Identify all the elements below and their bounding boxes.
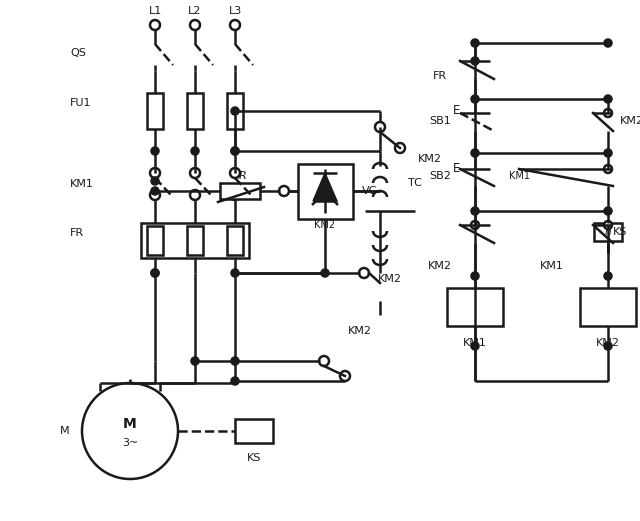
Circle shape bbox=[321, 269, 328, 277]
Circle shape bbox=[605, 150, 611, 156]
Polygon shape bbox=[313, 173, 337, 201]
Text: E: E bbox=[453, 105, 461, 118]
Text: 3~: 3~ bbox=[122, 438, 138, 448]
Circle shape bbox=[472, 40, 479, 46]
Circle shape bbox=[472, 150, 479, 156]
Bar bbox=[147, 226, 163, 255]
Circle shape bbox=[319, 356, 329, 366]
Circle shape bbox=[605, 40, 611, 46]
Bar bbox=[141, 223, 249, 258]
Circle shape bbox=[232, 357, 239, 365]
Circle shape bbox=[604, 221, 612, 229]
Circle shape bbox=[191, 147, 198, 155]
Text: FU1: FU1 bbox=[70, 98, 92, 108]
Text: FR: FR bbox=[433, 71, 447, 81]
Circle shape bbox=[230, 20, 240, 30]
Text: KS: KS bbox=[247, 453, 261, 463]
Text: KS: KS bbox=[613, 227, 627, 237]
Text: L2: L2 bbox=[188, 6, 202, 16]
Circle shape bbox=[605, 207, 611, 215]
Text: KM1: KM1 bbox=[70, 179, 94, 189]
Text: KM2: KM2 bbox=[418, 154, 442, 164]
Circle shape bbox=[232, 147, 239, 155]
Text: QS: QS bbox=[70, 48, 86, 58]
Circle shape bbox=[152, 188, 159, 194]
Text: M: M bbox=[123, 417, 137, 431]
Circle shape bbox=[150, 20, 160, 30]
Circle shape bbox=[232, 107, 239, 115]
Circle shape bbox=[190, 190, 200, 200]
Bar bbox=[580, 288, 636, 326]
Text: R: R bbox=[239, 171, 247, 181]
Text: L1: L1 bbox=[148, 6, 162, 16]
Circle shape bbox=[190, 168, 200, 178]
Circle shape bbox=[472, 272, 479, 279]
Text: SB1: SB1 bbox=[429, 116, 451, 126]
Circle shape bbox=[471, 221, 479, 229]
Circle shape bbox=[152, 147, 159, 155]
Circle shape bbox=[472, 342, 479, 350]
Circle shape bbox=[472, 57, 479, 65]
Text: KM2: KM2 bbox=[348, 326, 372, 336]
Circle shape bbox=[82, 383, 178, 479]
Text: KM2: KM2 bbox=[620, 116, 640, 126]
Bar bbox=[187, 226, 203, 255]
Text: E: E bbox=[453, 163, 461, 176]
Circle shape bbox=[232, 269, 239, 277]
Circle shape bbox=[230, 190, 240, 200]
Bar bbox=[147, 93, 163, 129]
Circle shape bbox=[279, 186, 289, 196]
Bar bbox=[227, 226, 243, 255]
Circle shape bbox=[395, 143, 405, 153]
Circle shape bbox=[232, 147, 239, 155]
Circle shape bbox=[605, 272, 611, 279]
Bar bbox=[298, 164, 353, 219]
Circle shape bbox=[152, 178, 159, 184]
Circle shape bbox=[359, 268, 369, 278]
Bar bbox=[187, 93, 203, 129]
Bar bbox=[227, 93, 243, 129]
Circle shape bbox=[191, 357, 198, 365]
Text: KM2: KM2 bbox=[378, 274, 402, 284]
Circle shape bbox=[604, 109, 612, 117]
Circle shape bbox=[604, 165, 612, 173]
Text: FR: FR bbox=[70, 228, 84, 238]
Bar bbox=[447, 288, 503, 326]
Bar bbox=[594, 223, 622, 241]
Circle shape bbox=[472, 207, 479, 215]
Circle shape bbox=[232, 378, 239, 384]
Text: KM2: KM2 bbox=[596, 338, 620, 348]
Circle shape bbox=[150, 190, 160, 200]
Text: KM1: KM1 bbox=[509, 171, 531, 181]
Circle shape bbox=[605, 95, 611, 103]
Bar bbox=[220, 183, 260, 199]
Circle shape bbox=[152, 269, 159, 277]
Circle shape bbox=[605, 342, 611, 350]
Text: L3: L3 bbox=[228, 6, 242, 16]
Bar bbox=[235, 419, 273, 443]
Circle shape bbox=[375, 122, 385, 132]
Text: KM2: KM2 bbox=[428, 261, 452, 271]
Text: M: M bbox=[60, 426, 70, 436]
Text: KM1: KM1 bbox=[463, 338, 487, 348]
Text: SB2: SB2 bbox=[429, 171, 451, 181]
Text: KM2: KM2 bbox=[314, 220, 335, 230]
Circle shape bbox=[340, 371, 350, 381]
Text: KM1: KM1 bbox=[540, 261, 564, 271]
Text: TC: TC bbox=[408, 178, 422, 188]
Circle shape bbox=[472, 95, 479, 103]
Circle shape bbox=[190, 20, 200, 30]
Circle shape bbox=[230, 168, 240, 178]
Text: VC: VC bbox=[362, 186, 378, 196]
Circle shape bbox=[152, 269, 159, 277]
Circle shape bbox=[150, 168, 160, 178]
Text: n: n bbox=[605, 227, 611, 237]
